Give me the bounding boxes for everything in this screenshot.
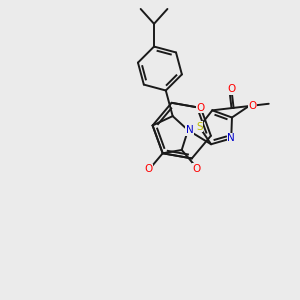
Text: O: O [248,101,256,111]
Text: O: O [144,164,152,174]
Text: S: S [196,122,203,132]
Text: O: O [227,84,236,94]
Text: O: O [192,164,200,174]
Text: N: N [227,134,235,143]
Text: O: O [196,103,205,113]
Text: N: N [186,125,193,135]
